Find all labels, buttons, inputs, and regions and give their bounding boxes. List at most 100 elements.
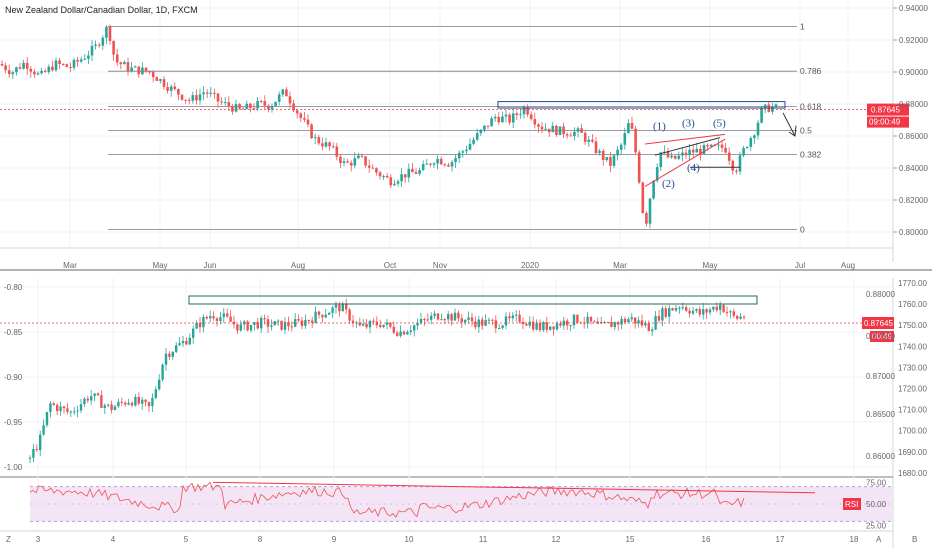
lower-candle-body [508,316,511,319]
lower-candle-body [515,314,518,316]
lower-candle-body [460,318,463,323]
lower-candle-body [69,411,72,413]
lower-axis: -0.80-0.85-0.90-0.95-1.000.880000.875000… [4,279,927,478]
main-y-tick-label: 0.94000 [899,4,928,13]
main-candle-body [508,114,511,123]
lower-candle-body [521,321,525,325]
main-candle-body [162,79,166,87]
bottom-right-b-text: B [912,535,917,544]
main-candle-body [429,163,432,165]
fib-label: 0.5 [800,125,812,135]
main-x-tick-label: Jul [795,261,805,270]
lower-right-b-tick-label: 1770.00 [898,279,927,288]
lower-candle-body [151,397,154,407]
lower-candle-body [205,316,208,319]
lower-right-b-tick-label: 1690.00 [898,448,927,457]
main-candle-body [119,62,123,65]
main-candle-body [339,156,342,164]
main-candle-body [353,158,357,166]
main-candle-body [605,157,609,160]
main-candle-body [213,92,216,94]
main-candle-body [396,181,400,184]
main-candle-body [36,73,40,75]
main-candle-body [659,152,663,168]
main-candle-body [79,59,83,62]
lower-candle-body [436,313,440,320]
main-candle-body [378,172,382,177]
rsi-line [29,481,745,518]
lower-candle-body [362,323,365,326]
lower-candle-body [593,321,596,323]
main-candles [0,24,778,229]
main-candle-body [205,92,209,94]
lower-candle-body [331,307,334,313]
main-candle-body [277,94,281,102]
lower-candle-body [290,326,293,328]
lower-x-tick-label: 5 [184,535,189,544]
lower-right-a-tick-label: 0.86500 [866,410,895,419]
lower-candle-body [32,449,35,458]
lower-candle-body [732,311,735,316]
main-candle-body [144,67,148,72]
lower-candle-body [586,316,589,323]
main-candle-body [180,94,184,100]
main-candle-body [94,44,97,46]
main-x-tick-label: May [152,261,167,270]
lower-candle-body [141,399,144,404]
main-x-tick-label: Jun [204,261,217,270]
main-candle-body [169,86,173,91]
main-candle-body [461,151,465,153]
lower-candle-body [739,316,742,319]
lower-candle-body [277,320,280,322]
lower-candle-body [481,319,484,326]
lower-right-b-tick-label: 1740.00 [898,342,927,351]
last-price-badge [867,103,909,116]
lower-candle-body [171,351,174,357]
main-candle-body [295,110,299,114]
lower-left-tick-label: -0.80 [4,283,23,292]
lower-candle-body [634,317,637,324]
main-candle-body [11,72,15,75]
lower-candle-body [341,304,344,312]
lower-left-tick-label: -0.85 [4,328,23,337]
lower-candle-body [222,313,225,318]
lower-candle-body [283,322,287,330]
main-candle-body [465,149,468,152]
chart-title: New Zealand Dollar/Canadian Dollar, 1D, … [5,5,198,15]
wave-label: (3) [682,117,695,129]
main-candle-body [475,133,479,140]
main-candle-body [648,198,652,224]
main-candle-body [371,167,375,169]
lower-candle-body [596,321,599,324]
main-candle-body [97,44,101,46]
lower-candle-body [134,396,137,406]
lower-candle-body [229,316,232,322]
lower-candle-body [375,321,378,326]
main-candle-body [223,102,227,104]
lower-candle-body [42,425,45,435]
main-x-tick-label: Mar [613,261,627,270]
fibonacci-levels: 1 0.786 0.618 0.5 0.382 0 [108,21,822,235]
main-candle-body [403,174,407,178]
lower-candle-body [681,307,684,309]
lower-candle-body [494,320,497,329]
lower-candle-body [348,309,351,321]
lower-candle-body [249,324,253,331]
lower-candle-body [627,319,630,323]
main-candle-body [454,158,457,163]
lower-candle-body [606,322,610,324]
main-candle-body [522,107,526,115]
lower-candle-body [725,312,729,314]
main-candle-body [457,152,461,159]
lower-candle-body [93,393,96,397]
lower-candle-body [62,406,66,409]
main-candle-body [400,174,403,182]
lower-candle-body [219,317,222,321]
main-candle-body [321,143,324,147]
lower-candle-body [576,314,579,323]
lower-candle-body [396,332,399,336]
main-candle-body [598,150,601,153]
main-candle-body [763,104,767,108]
last-price-badge-text: 0.87645 [871,106,900,115]
lower-candle-body [617,322,620,325]
